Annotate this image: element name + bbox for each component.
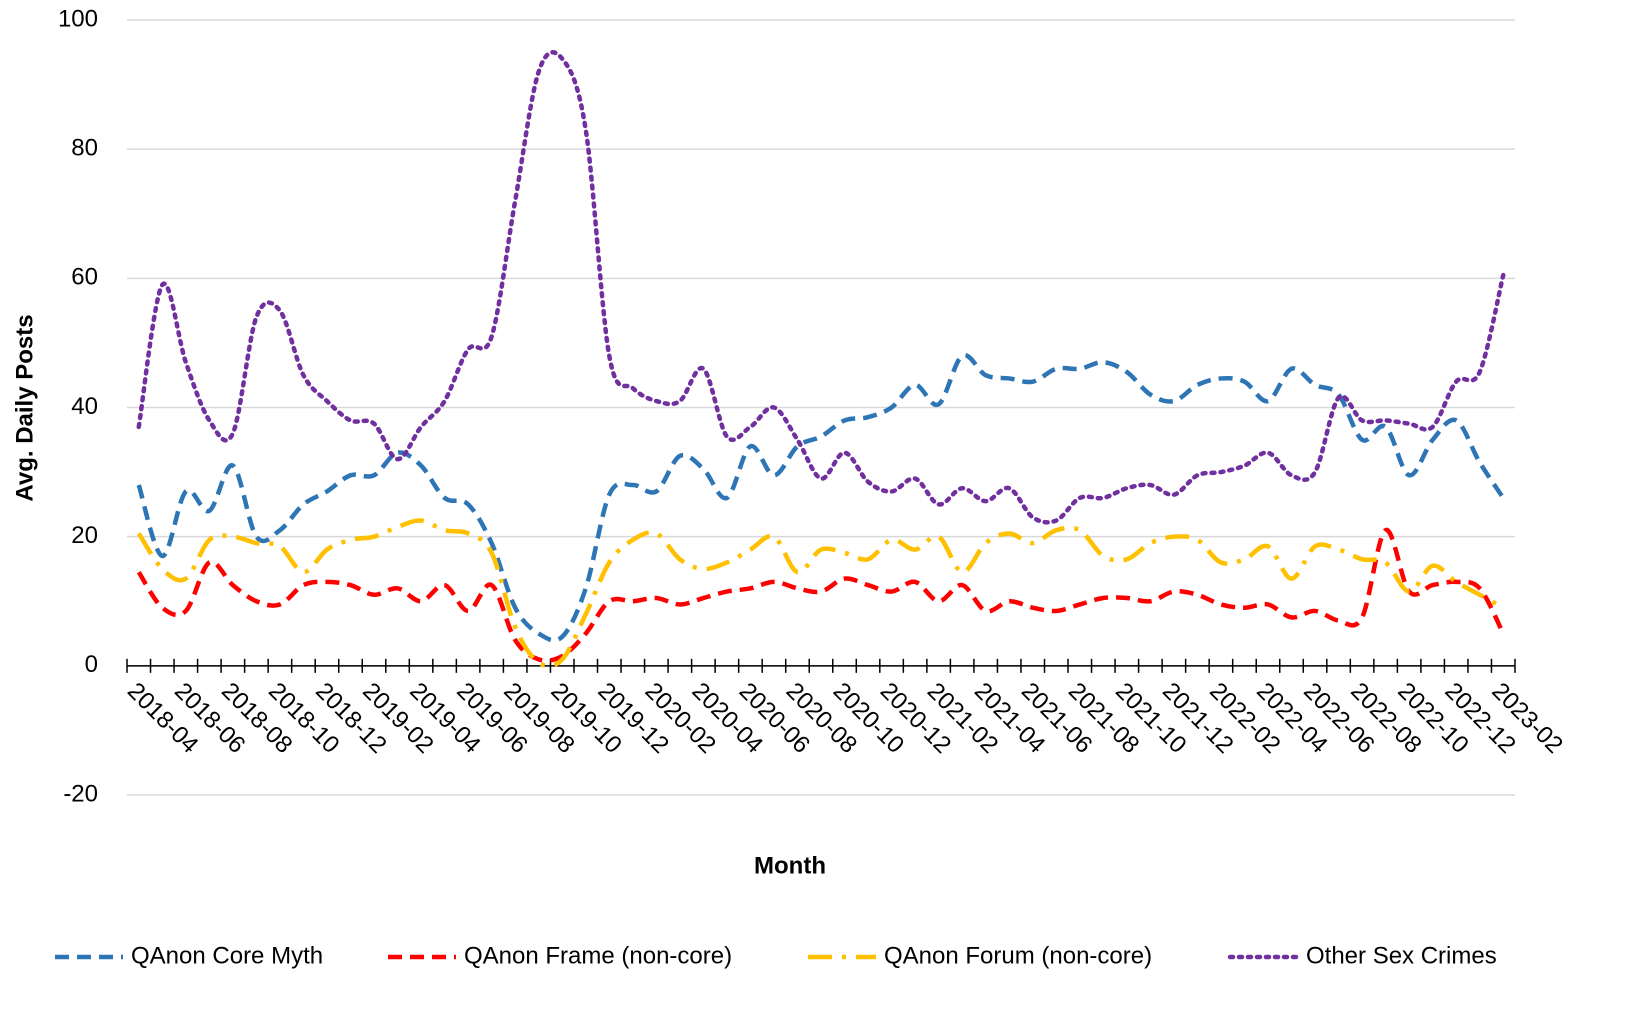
legend-label: QAnon Forum (non-core) [884, 942, 1152, 969]
legend-item: QAnon Forum (non-core) [808, 942, 1152, 969]
y-tick-label: 100 [58, 5, 98, 32]
series-line [136, 50, 1506, 525]
legend-label: Other Sex Crimes [1306, 942, 1497, 969]
legend-item: Other Sex Crimes [1227, 942, 1497, 969]
y-tick-label: 20 [71, 522, 98, 549]
y-tick-label: 0 [85, 651, 98, 678]
series-line [136, 527, 1506, 663]
legend-label: QAnon Frame (non-core) [464, 942, 732, 969]
y-tick-label: 80 [71, 135, 98, 162]
series-line [136, 352, 1506, 643]
y-axis-title: Avg. Daily Posts [11, 314, 38, 501]
series-line [136, 518, 1505, 669]
y-tick-label: 60 [71, 264, 98, 291]
y-tick-label: -20 [63, 780, 98, 807]
y-tick-label: 40 [71, 393, 98, 420]
legend-item: QAnon Frame (non-core) [388, 942, 732, 969]
x-axis-title: Month [754, 852, 826, 879]
legend-item: QAnon Core Myth [55, 942, 323, 969]
legend-label: QAnon Core Myth [131, 942, 323, 969]
